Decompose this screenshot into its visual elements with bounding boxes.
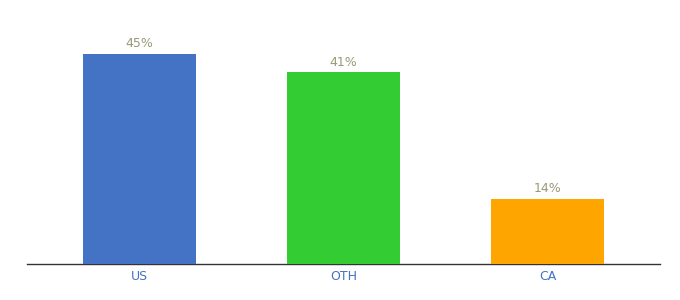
Bar (492, 199, 604, 264)
Text: 45%: 45% (126, 37, 153, 50)
Bar (288, 72, 400, 264)
Text: 41%: 41% (330, 56, 357, 69)
Bar (83, 54, 196, 264)
Text: 14%: 14% (534, 182, 561, 195)
